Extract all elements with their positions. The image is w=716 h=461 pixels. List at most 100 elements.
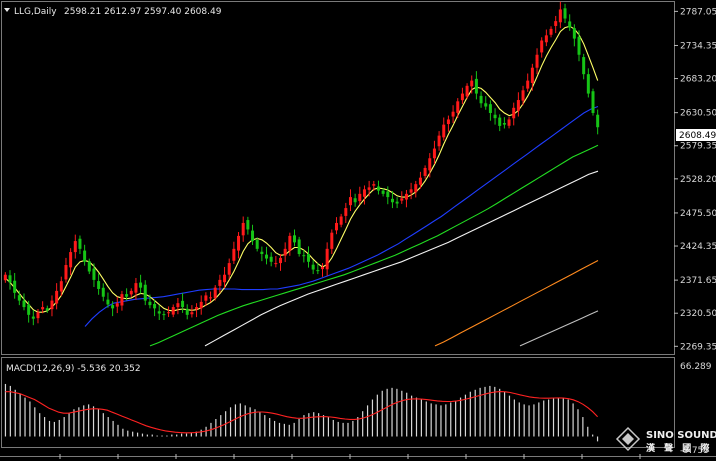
main-plot-area[interactable] — [1, 1, 675, 355]
candle[interactable] — [437, 131, 441, 151]
candle[interactable] — [87, 258, 91, 275]
candle[interactable] — [526, 73, 530, 92]
candle[interactable] — [586, 68, 590, 98]
candle[interactable] — [115, 296, 119, 314]
candle[interactable] — [549, 26, 553, 38]
candle[interactable] — [134, 277, 138, 300]
candle[interactable] — [251, 224, 255, 245]
candle[interactable] — [283, 242, 287, 263]
candle[interactable] — [362, 185, 366, 205]
candle[interactable] — [111, 301, 115, 317]
candle[interactable] — [218, 274, 222, 294]
candle[interactable] — [45, 305, 49, 313]
candle[interactable] — [348, 189, 352, 211]
candle[interactable] — [120, 290, 124, 311]
candle[interactable] — [255, 237, 259, 252]
candle[interactable] — [176, 298, 180, 315]
candle[interactable] — [153, 300, 157, 317]
candle[interactable] — [143, 280, 147, 306]
candle[interactable] — [157, 304, 161, 321]
candle[interactable] — [3, 272, 7, 283]
candle[interactable] — [106, 292, 110, 308]
candle[interactable] — [456, 98, 460, 119]
candle[interactable] — [530, 63, 534, 91]
candle[interactable] — [493, 108, 497, 125]
candle[interactable] — [92, 263, 96, 288]
candle[interactable] — [428, 153, 432, 178]
candle[interactable] — [414, 180, 418, 198]
candle[interactable] — [181, 293, 185, 313]
candle[interactable] — [204, 292, 208, 306]
candle[interactable] — [83, 244, 87, 266]
candle[interactable] — [451, 105, 455, 124]
candle[interactable] — [148, 294, 152, 309]
candle[interactable] — [507, 116, 511, 129]
candle[interactable] — [139, 274, 143, 294]
candle[interactable] — [232, 241, 236, 264]
candle[interactable] — [195, 303, 199, 318]
candle[interactable] — [64, 257, 68, 283]
candle[interactable] — [582, 53, 586, 80]
candle[interactable] — [418, 171, 422, 189]
candle[interactable] — [395, 197, 399, 209]
candle[interactable] — [470, 75, 474, 94]
candle[interactable] — [125, 288, 129, 301]
candle[interactable] — [320, 263, 324, 277]
candle[interactable] — [288, 232, 292, 256]
candle[interactable] — [381, 188, 385, 197]
candle[interactable] — [334, 217, 338, 235]
candle[interactable] — [577, 30, 581, 62]
candle[interactable] — [73, 234, 77, 259]
macd-plot-area[interactable] — [1, 357, 675, 448]
candle[interactable] — [367, 180, 371, 197]
candle[interactable] — [293, 229, 297, 247]
candle[interactable] — [101, 283, 105, 302]
candle[interactable] — [446, 115, 450, 132]
candle[interactable] — [358, 186, 362, 205]
candle[interactable] — [544, 29, 548, 47]
candle[interactable] — [41, 301, 45, 314]
candle[interactable] — [237, 232, 241, 259]
candle[interactable] — [190, 305, 194, 318]
candle[interactable] — [325, 242, 329, 276]
candle[interactable] — [465, 83, 469, 100]
candle[interactable] — [167, 306, 171, 317]
candle[interactable] — [432, 140, 436, 165]
candle[interactable] — [185, 304, 189, 320]
candle[interactable] — [568, 14, 572, 31]
candle[interactable] — [22, 293, 26, 311]
candle[interactable] — [474, 71, 478, 100]
candle[interactable] — [540, 37, 544, 58]
candle[interactable] — [297, 236, 301, 257]
candle[interactable] — [223, 266, 227, 289]
candle[interactable] — [344, 202, 348, 224]
candle[interactable] — [13, 272, 17, 299]
candle[interactable] — [502, 117, 506, 129]
candle[interactable] — [311, 260, 315, 275]
candle[interactable] — [199, 295, 203, 315]
candle[interactable] — [535, 48, 539, 75]
candle[interactable] — [241, 216, 245, 242]
candle[interactable] — [129, 288, 133, 297]
candle[interactable] — [269, 252, 273, 267]
candle[interactable] — [302, 250, 306, 263]
candle[interactable] — [498, 114, 502, 132]
candle[interactable] — [209, 291, 213, 303]
candle[interactable] — [572, 24, 576, 47]
candle[interactable] — [423, 165, 427, 179]
candle[interactable] — [554, 15, 558, 34]
candle[interactable] — [516, 92, 520, 117]
candle[interactable] — [404, 189, 408, 208]
candle[interactable] — [479, 91, 483, 108]
candle[interactable] — [484, 96, 488, 110]
candle[interactable] — [171, 304, 175, 318]
candle[interactable] — [442, 117, 446, 141]
candle[interactable] — [55, 283, 59, 310]
candle[interactable] — [591, 88, 595, 116]
candle[interactable] — [353, 193, 357, 207]
candle[interactable] — [274, 255, 278, 268]
candle[interactable] — [488, 100, 492, 121]
candle[interactable] — [213, 285, 217, 301]
candle[interactable] — [260, 246, 264, 262]
